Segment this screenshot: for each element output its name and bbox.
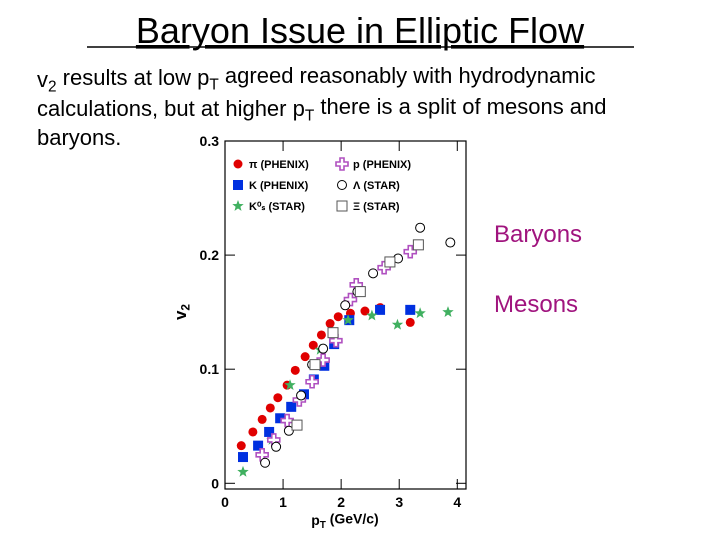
marker [271, 441, 282, 452]
marker [273, 393, 283, 403]
marker [316, 330, 326, 340]
marker [333, 312, 343, 322]
marker [308, 340, 318, 350]
subscript: 2 [179, 304, 193, 311]
marker [342, 314, 354, 325]
marker [327, 327, 339, 339]
x-tick-label: 4 [453, 494, 461, 510]
marker [275, 413, 286, 424]
marker [375, 304, 386, 315]
y-axis-label: v2 [171, 304, 193, 320]
marker [233, 159, 243, 169]
marker [305, 374, 319, 389]
marker [360, 306, 370, 316]
marker [253, 440, 264, 451]
subscript: T [209, 77, 219, 94]
marker [318, 343, 329, 354]
plot-frame [224, 140, 467, 490]
slide-title: Baryon Issue in Elliptic Flow [136, 10, 585, 51]
subscript: T [320, 520, 326, 531]
y-tick-label: 0.1 [200, 361, 220, 377]
marker [336, 200, 348, 212]
annotation: Baryons [494, 221, 582, 248]
body-text: baryons. [37, 125, 121, 150]
marker [237, 465, 249, 477]
marker [415, 222, 426, 233]
marker [290, 365, 300, 375]
marker [412, 239, 424, 251]
marker [325, 319, 335, 329]
text-segment: agreed reasonably with hydrodynamic [219, 63, 596, 88]
x-axis-label: pT (GeV/c) [311, 511, 378, 531]
text-segment: calculations, but at higher p [37, 96, 305, 121]
y-tick-label: 0.2 [200, 247, 220, 263]
marker [236, 441, 246, 451]
marker [248, 427, 258, 437]
body-text: v2 results at low pT agreed reasonably w… [37, 63, 595, 96]
marker [283, 425, 294, 436]
y-tick-label: 0.3 [200, 133, 220, 149]
marker [414, 307, 426, 319]
marker [368, 268, 379, 279]
marker [300, 352, 310, 362]
marker [354, 286, 366, 298]
marker [442, 306, 454, 317]
marker [232, 200, 244, 211]
annotation: Mesons [494, 291, 578, 318]
marker [403, 244, 418, 259]
text-segment: p [311, 512, 320, 528]
marker [260, 457, 271, 468]
marker [405, 304, 416, 315]
marker [286, 401, 297, 412]
text-segment: (GeV/c) [326, 511, 379, 527]
marker [257, 414, 267, 424]
marker [316, 353, 330, 367]
marker [405, 317, 415, 327]
text-segment: baryons. [37, 125, 121, 150]
marker [340, 300, 351, 311]
x-tick-label: 0 [221, 494, 229, 510]
marker [296, 390, 307, 401]
legend-label: Ξ (STAR) [353, 201, 400, 213]
y-tick-label: 0 [211, 475, 219, 491]
text-segment: there is a split of mesons and [314, 94, 606, 119]
subscript: T [305, 108, 315, 125]
marker [391, 318, 404, 330]
x-tick-label: 2 [337, 494, 345, 510]
marker [343, 292, 358, 307]
marker [329, 333, 343, 348]
marker [264, 426, 275, 437]
legend-label: π (PHENIX) [249, 159, 309, 171]
marker [233, 180, 243, 190]
legend-label: K⁰ₛ (STAR) [249, 201, 305, 213]
marker [335, 157, 349, 171]
marker [337, 180, 347, 190]
marker [265, 403, 275, 413]
marker [284, 379, 296, 390]
text-segment: results at low p [57, 65, 210, 90]
legend-label: p (PHENIX) [353, 159, 411, 171]
x-tick-label: 3 [395, 494, 403, 510]
legend-label: Λ (STAR) [353, 180, 400, 192]
marker [238, 452, 249, 463]
legend-label: K (PHENIX) [249, 180, 309, 192]
marker [445, 237, 456, 248]
marker [309, 359, 321, 371]
x-tick-label: 1 [279, 494, 287, 510]
marker [291, 419, 303, 431]
subscript: 2 [48, 79, 57, 96]
marker [366, 309, 378, 321]
body-text: calculations, but at higher pT there is … [37, 94, 607, 125]
text-segment: v [37, 67, 48, 92]
text-segment: v [171, 310, 190, 320]
marker [384, 256, 396, 268]
